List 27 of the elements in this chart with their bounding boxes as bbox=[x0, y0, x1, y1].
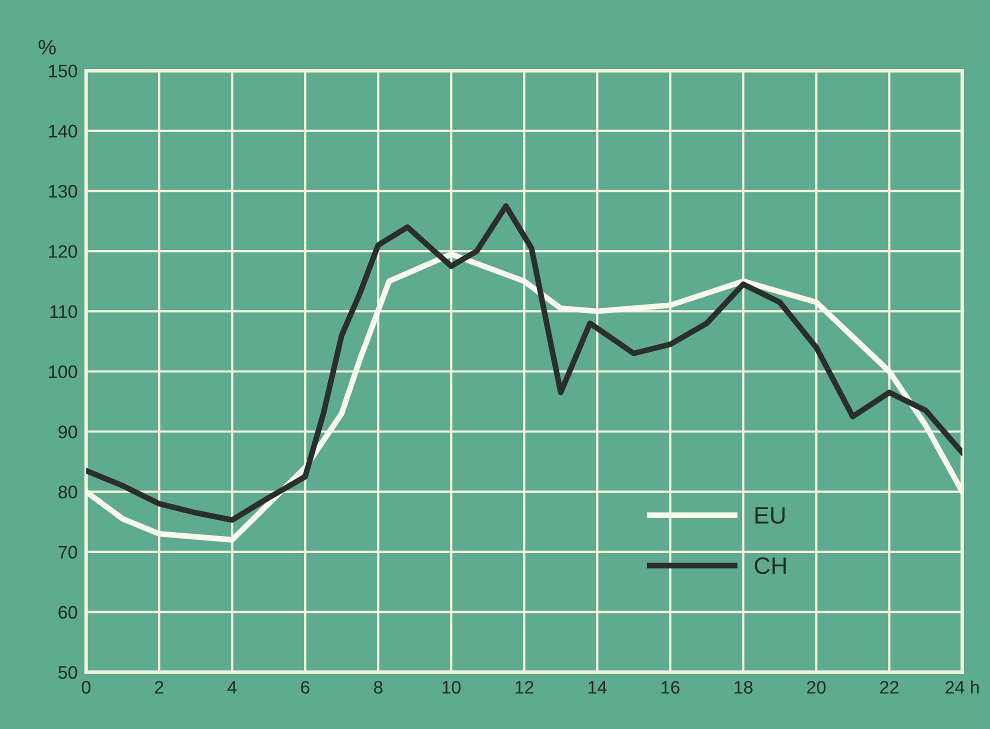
y-tick-label: 100 bbox=[49, 365, 78, 378]
x-tick-label: 6 bbox=[301, 680, 310, 694]
y-tick-label: 120 bbox=[49, 245, 78, 258]
y-tick-label: 50 bbox=[58, 666, 78, 679]
y-tick-label: 90 bbox=[58, 426, 78, 438]
y-tick-label: 150 bbox=[49, 64, 78, 78]
y-tick-label: 130 bbox=[49, 184, 78, 198]
y-tick-label: 60 bbox=[58, 606, 78, 619]
x-tick-label: 16 bbox=[662, 680, 680, 694]
x-tick-label: 4 bbox=[228, 681, 237, 694]
legend-label: EU bbox=[756, 507, 785, 524]
x-tick-label: 0 bbox=[82, 680, 90, 694]
x-tick-label: 14 bbox=[588, 681, 607, 694]
legend-label: CH bbox=[754, 557, 786, 574]
x-tick-label: 20 bbox=[807, 680, 826, 694]
x-tick-label: 2 bbox=[155, 680, 164, 694]
x-tick-label: 10 bbox=[442, 680, 461, 694]
y-tick-label: 110 bbox=[50, 305, 78, 318]
x-tick-label: 18 bbox=[734, 680, 752, 694]
x-tick-label: 12 bbox=[516, 680, 534, 694]
x-tick-label: 8 bbox=[374, 680, 382, 694]
y-tick-label: 70 bbox=[58, 546, 78, 559]
y-axis-title: % bbox=[38, 40, 56, 54]
x-tick-label: 24 h bbox=[946, 680, 979, 694]
y-tick-label: 140 bbox=[49, 124, 78, 138]
y-tick-label: 80 bbox=[58, 486, 78, 498]
x-tick-label: 22 bbox=[880, 680, 898, 694]
